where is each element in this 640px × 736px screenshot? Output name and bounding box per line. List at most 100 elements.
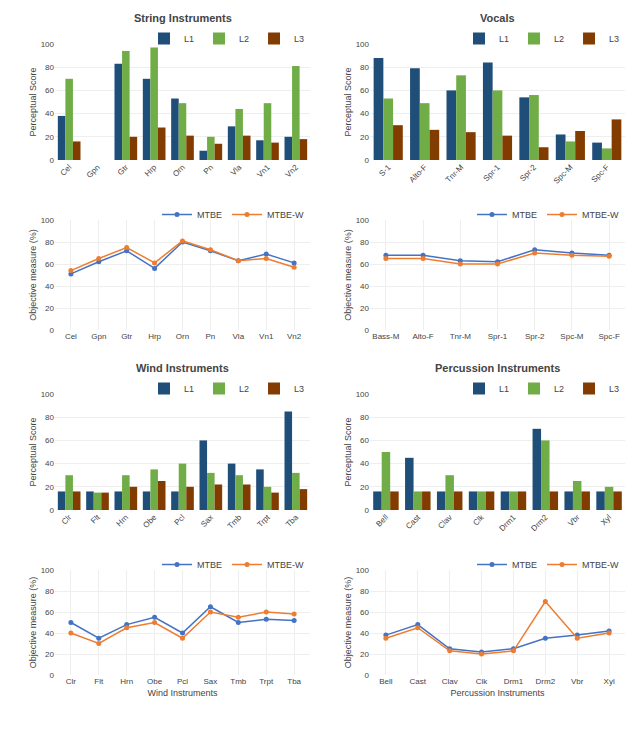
svg-text:L2: L2	[239, 384, 249, 394]
svg-text:L2: L2	[554, 34, 564, 44]
svg-text:Alto-F: Alto-F	[407, 163, 429, 185]
svg-text:Spc-F: Spc-F	[590, 163, 612, 185]
svg-text:Spr-1: Spr-1	[482, 162, 503, 183]
svg-text:Vn2: Vn2	[284, 162, 301, 179]
svg-text:Drm2: Drm2	[529, 512, 550, 533]
svg-text:0: 0	[365, 506, 370, 515]
svg-text:Tnr-M: Tnr-M	[444, 163, 466, 185]
svg-text:0: 0	[50, 506, 55, 515]
svg-text:80: 80	[45, 63, 54, 72]
svg-text:40: 40	[360, 629, 369, 638]
svg-text:MTBE-W: MTBE-W	[267, 560, 304, 570]
svg-text:20: 20	[360, 483, 369, 492]
svg-text:Percussion Instruments: Percussion Instruments	[450, 688, 545, 698]
svg-text:Clk: Clk	[476, 677, 489, 686]
svg-text:Pn: Pn	[206, 332, 216, 341]
svg-text:60: 60	[45, 260, 54, 269]
svg-text:40: 40	[45, 282, 54, 291]
svg-text:Orn: Orn	[176, 332, 189, 341]
svg-text:Tmb: Tmb	[226, 512, 244, 530]
svg-text:Obe: Obe	[141, 512, 158, 529]
svg-text:20: 20	[360, 133, 369, 142]
svg-text:60: 60	[360, 260, 369, 269]
svg-text:Hrn: Hrn	[115, 513, 130, 528]
svg-text:Drm1: Drm1	[504, 677, 524, 686]
svg-text:20: 20	[45, 483, 54, 492]
svg-text:Wind Instruments: Wind Instruments	[136, 362, 229, 374]
svg-text:S-1: S-1	[377, 162, 393, 178]
svg-text:Trpt: Trpt	[259, 677, 274, 686]
svg-text:L3: L3	[294, 34, 304, 44]
svg-text:Vbr: Vbr	[571, 677, 584, 686]
svg-text:L3: L3	[609, 34, 619, 44]
svg-text:Trpt: Trpt	[256, 512, 273, 529]
svg-text:Orn: Orn	[171, 163, 187, 179]
svg-text:40: 40	[45, 109, 54, 118]
svg-text:L3: L3	[609, 384, 619, 394]
svg-text:80: 80	[360, 587, 369, 596]
svg-text:MTBE-W: MTBE-W	[582, 560, 619, 570]
svg-text:Alto-F: Alto-F	[412, 332, 433, 341]
svg-text:40: 40	[360, 109, 369, 118]
svg-text:Gpn: Gpn	[91, 332, 106, 341]
svg-text:MTBE-W: MTBE-W	[267, 210, 304, 220]
svg-text:L1: L1	[184, 34, 194, 44]
svg-text:Pn: Pn	[202, 163, 215, 176]
svg-text:20: 20	[45, 650, 54, 659]
svg-text:60: 60	[360, 436, 369, 445]
svg-text:Cast: Cast	[404, 512, 423, 531]
svg-text:L2: L2	[554, 384, 564, 394]
svg-text:Objective measure (%): Objective measure (%)	[28, 577, 38, 669]
svg-text:Xyl: Xyl	[604, 677, 615, 686]
svg-text:Gtr: Gtr	[121, 332, 132, 341]
svg-text:60: 60	[360, 86, 369, 95]
svg-text:Pcl: Pcl	[177, 677, 188, 686]
svg-text:Vn1: Vn1	[259, 332, 274, 341]
svg-text:L1: L1	[499, 384, 509, 394]
svg-text:Clk: Clk	[471, 512, 486, 527]
svg-text:Tba: Tba	[284, 512, 301, 529]
svg-text:Vla: Vla	[233, 332, 245, 341]
svg-text:Pcl: Pcl	[173, 513, 187, 527]
svg-text:60: 60	[45, 608, 54, 617]
svg-text:Vbr: Vbr	[566, 513, 581, 528]
svg-text:0: 0	[365, 326, 370, 335]
svg-text:80: 80	[360, 238, 369, 247]
svg-text:80: 80	[360, 63, 369, 72]
svg-text:80: 80	[45, 413, 54, 422]
svg-text:Hrn: Hrn	[120, 677, 133, 686]
svg-text:Tmb: Tmb	[230, 677, 247, 686]
svg-text:Xyl: Xyl	[599, 513, 613, 527]
svg-text:100: 100	[41, 566, 55, 575]
svg-text:Objective measure (%): Objective measure (%)	[343, 229, 353, 321]
svg-text:Drm2: Drm2	[536, 677, 556, 686]
svg-text:100: 100	[41, 390, 55, 399]
svg-text:Sax: Sax	[204, 677, 218, 686]
svg-text:Spr-2: Spr-2	[525, 332, 545, 341]
svg-text:Vla: Vla	[229, 162, 244, 177]
svg-text:Vn2: Vn2	[287, 332, 302, 341]
svg-text:Objective measure (%): Objective measure (%)	[28, 229, 38, 321]
svg-text:Vn1: Vn1	[255, 162, 272, 179]
svg-text:20: 20	[360, 304, 369, 313]
svg-text:0: 0	[365, 156, 370, 165]
svg-text:Spc-M: Spc-M	[560, 332, 583, 341]
svg-text:40: 40	[45, 459, 54, 468]
svg-text:100: 100	[356, 390, 370, 399]
svg-text:MTBE-W: MTBE-W	[582, 210, 619, 220]
svg-text:Tnr-M: Tnr-M	[450, 332, 472, 341]
svg-text:Wind Instruments: Wind Instruments	[147, 688, 218, 698]
svg-text:Bell: Bell	[374, 513, 390, 529]
svg-text:Hrp: Hrp	[143, 162, 159, 178]
svg-text:40: 40	[45, 629, 54, 638]
svg-text:MTBE: MTBE	[197, 560, 222, 570]
svg-text:Spc-F: Spc-F	[598, 332, 619, 341]
svg-text:Percussion Instruments: Percussion Instruments	[435, 362, 560, 374]
svg-text:Flt: Flt	[89, 512, 102, 525]
svg-text:Tba: Tba	[287, 677, 301, 686]
svg-text:Spr-1: Spr-1	[488, 332, 508, 341]
svg-text:Clav: Clav	[436, 513, 454, 531]
svg-text:40: 40	[360, 282, 369, 291]
svg-text:40: 40	[360, 459, 369, 468]
svg-text:Gpn: Gpn	[85, 163, 102, 180]
